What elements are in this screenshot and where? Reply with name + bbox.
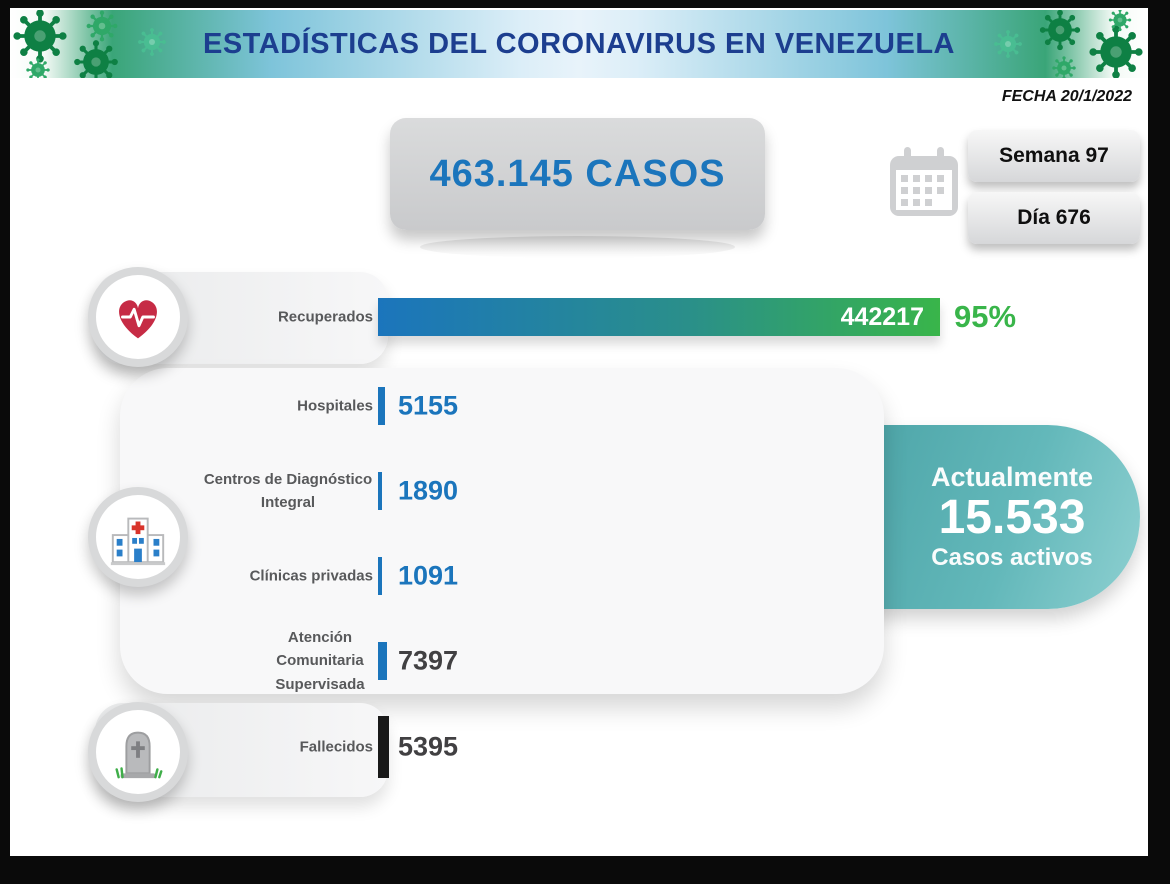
tombstone-glyph bbox=[115, 731, 163, 779]
active-cases-badge: Actualmente 15.533 Casos activos bbox=[860, 425, 1140, 609]
tombstone-icon bbox=[88, 702, 188, 802]
care-centers-panel bbox=[120, 368, 884, 694]
header-banner: ESTADÍSTICAS DEL CORONAVIRUS EN VENEZUEL… bbox=[10, 10, 1148, 78]
page-title: ESTADÍSTICAS DEL CORONAVIRUS EN VENEZUEL… bbox=[202, 28, 955, 60]
value-hospitales: 5155 bbox=[398, 390, 459, 421]
bar-hospitales bbox=[378, 387, 385, 425]
infographic-page: ESTADÍSTICAS DEL CORONAVIRUS EN VENEZUEL… bbox=[10, 8, 1148, 856]
bar-centros-diagnostico bbox=[378, 472, 382, 510]
calendar-icon bbox=[890, 147, 958, 216]
value-centros-diagnostico: 1890 bbox=[398, 475, 459, 506]
total-cases-badge: 463.145 CASOS bbox=[390, 118, 765, 258]
row-label-clinicas-privadas: Clínicas privadas bbox=[249, 567, 373, 585]
bar-atencion-comunitaria bbox=[378, 642, 387, 680]
hospital-glyph bbox=[110, 517, 166, 566]
bar-clinicas-privadas bbox=[378, 557, 382, 595]
virus-icons-right bbox=[993, 10, 1145, 78]
row-label-hospitales: Hospitales bbox=[297, 397, 373, 415]
row-label-centros-diagnostico: Centros de Diagnóstico Integral bbox=[203, 470, 373, 511]
bar-value-recuperados: 442217 bbox=[840, 302, 924, 331]
day-badge: Día 676 bbox=[968, 192, 1140, 244]
total-cases-value: 463.145 CASOS bbox=[429, 153, 726, 195]
bar-recuperados: 442217 bbox=[378, 298, 940, 336]
week-badge: Semana 97 bbox=[968, 130, 1140, 182]
active-cases-sublabel: Casos activos bbox=[931, 543, 1093, 571]
active-cases-label: Actualmente bbox=[930, 462, 1094, 493]
row-label-atencion-comunitaria: Atención Comunitaria Supervisada bbox=[275, 629, 365, 693]
heart-ecg-glyph bbox=[119, 300, 157, 339]
active-cases-value: 15.533 bbox=[938, 491, 1086, 545]
heart-ecg-icon bbox=[88, 267, 188, 367]
row-label-recuperados: Recuperados bbox=[277, 308, 373, 326]
hospital-building-icon bbox=[88, 487, 188, 587]
recovered-percent: 95% bbox=[954, 299, 1017, 334]
value-clinicas-privadas: 1091 bbox=[398, 560, 459, 591]
date-label: FECHA 20/1/2022 bbox=[1001, 88, 1132, 105]
value-atencion-comunitaria: 7397 bbox=[398, 645, 459, 676]
row-label-fallecidos: Fallecidos bbox=[299, 738, 373, 756]
bar-fallecidos bbox=[378, 716, 389, 778]
value-fallecidos: 5395 bbox=[398, 731, 459, 762]
